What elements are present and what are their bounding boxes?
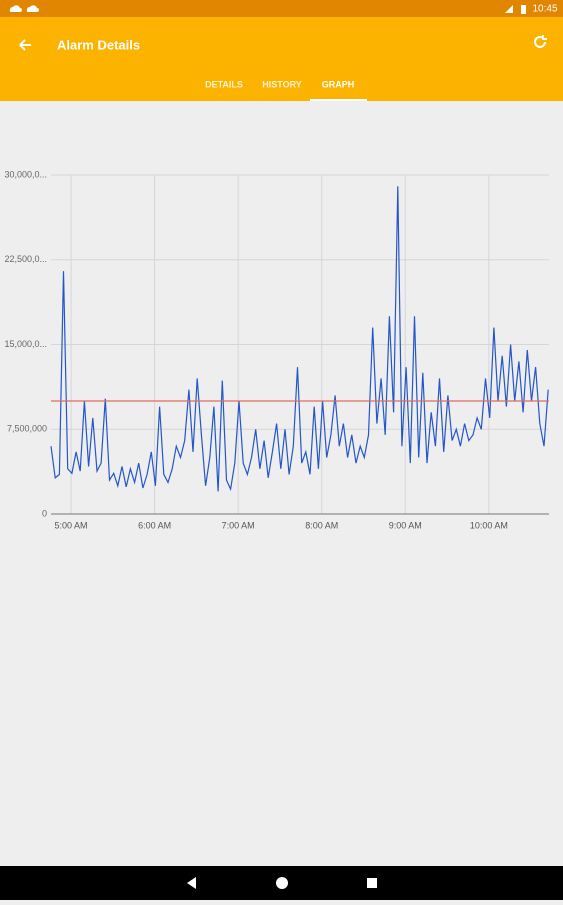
x-tick-label: 8:00 AM (305, 520, 338, 530)
signal-icon (505, 5, 513, 13)
status-time: 10:45 (532, 4, 557, 15)
nav-back[interactable] (187, 877, 196, 889)
notification-icons (9, 5, 40, 12)
chart: 0 7,500,000 15,000,0... 22,500,0... 30,000,0… (4, 169, 549, 530)
x-tick-label: 10:00 AM (470, 520, 508, 530)
y-tick-label: 15,000,0... (4, 339, 47, 349)
toolbar (0, 17, 563, 101)
status-bar (0, 0, 563, 17)
refresh-button[interactable] (534, 35, 547, 48)
battery-icon (521, 5, 526, 14)
tab[interactable]: HISTORY (262, 79, 302, 89)
y-tick-label: 22,500,0... (4, 254, 47, 264)
y-tick-label: 30,000,0... (4, 169, 47, 179)
x-tick-label: 9:00 AM (389, 520, 422, 530)
y-tick-label: 7,500,000 (7, 424, 47, 434)
y-tick-label: 0 (42, 508, 47, 518)
x-tick-label: 6:00 AM (138, 520, 171, 530)
tab-indicator (310, 99, 367, 101)
x-tick-label: 7:00 AM (222, 520, 255, 530)
toolbar-title: Alarm Details (57, 37, 140, 52)
back-button[interactable] (19, 39, 31, 51)
nav-home[interactable] (276, 877, 288, 889)
x-tick-label: 5:00 AM (55, 520, 88, 530)
tab[interactable]: DETAILS (205, 79, 243, 89)
data-line (50, 186, 549, 492)
nav-recents[interactable] (367, 878, 377, 888)
tab-selected[interactable]: GRAPH (322, 79, 355, 89)
